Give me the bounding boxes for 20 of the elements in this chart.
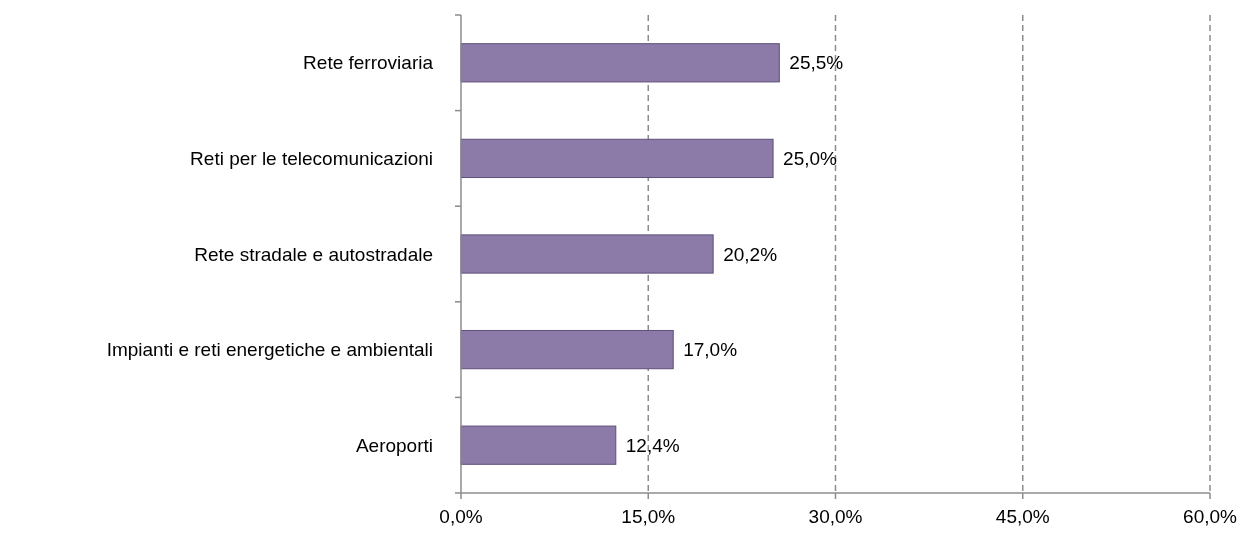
data-label: 25,5% bbox=[789, 52, 844, 74]
x-tick-label: 15,0% bbox=[621, 506, 676, 527]
y-tick-label: Impianti e reti energetiche e ambientali bbox=[106, 339, 433, 361]
x-tick-label: 45,0% bbox=[995, 506, 1050, 527]
x-tick-label: 60,0% bbox=[1183, 506, 1238, 527]
y-tick-label: Aeroporti bbox=[355, 434, 433, 456]
bar bbox=[460, 43, 780, 83]
bar bbox=[460, 425, 617, 465]
y-tick-label: Reti per le telecomunicazioni bbox=[190, 148, 433, 170]
bar bbox=[460, 234, 714, 274]
x-tick-label: 0,0% bbox=[439, 506, 483, 527]
data-label: 12,4% bbox=[625, 434, 680, 456]
y-tick-label: Rete stradale e autostradale bbox=[194, 243, 433, 265]
y-tick-label: Rete ferroviaria bbox=[303, 52, 434, 74]
data-label: 25,0% bbox=[783, 148, 838, 170]
data-label: 17,0% bbox=[683, 339, 738, 361]
bar bbox=[460, 329, 674, 370]
x-tick-label: 30,0% bbox=[808, 506, 863, 527]
bar bbox=[460, 138, 774, 179]
data-label: 20,2% bbox=[723, 243, 778, 265]
